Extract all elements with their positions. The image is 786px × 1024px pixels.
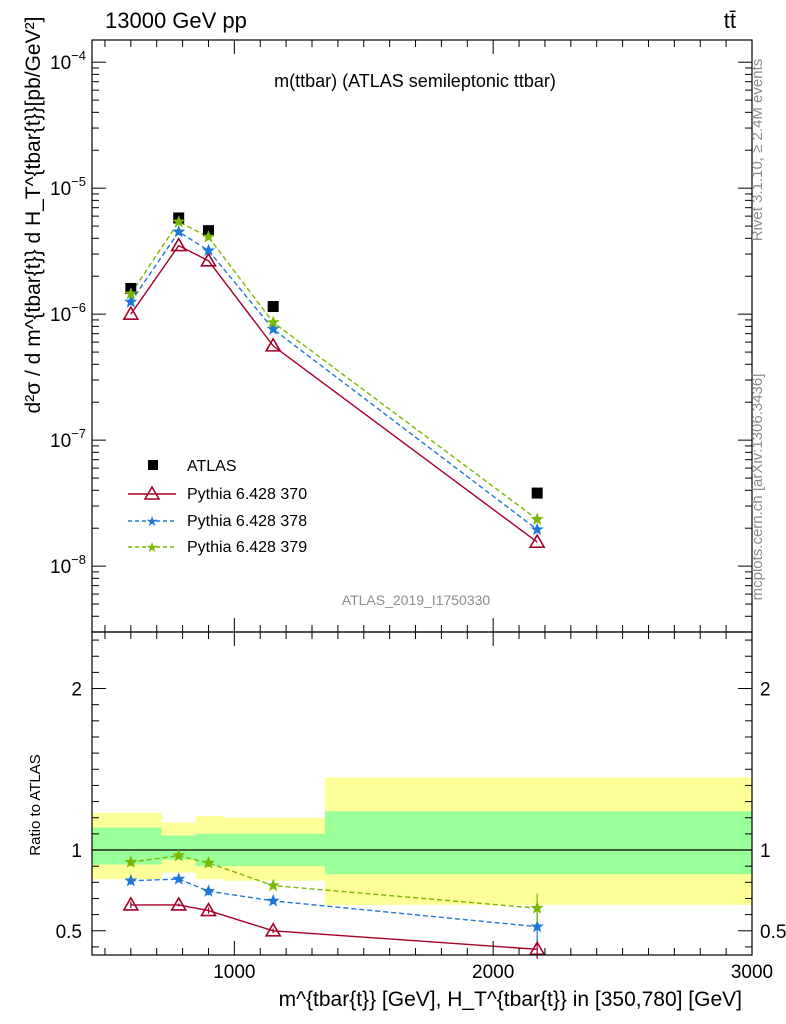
main-point-pythia-6-428-370-2 xyxy=(200,252,217,267)
main-line-pythia-6-428-370 xyxy=(130,244,538,543)
xtick-label: 2000 xyxy=(472,962,514,983)
ratio-ytick-label-right: 2 xyxy=(760,680,771,701)
ratio-ytick-label-right: 0.5 xyxy=(760,922,786,943)
main-point-pythia-6-428-378-4 xyxy=(530,522,544,536)
main-point-pythia-6-428-379-1 xyxy=(172,215,186,228)
main-point-pythia-6-428-370-0 xyxy=(122,305,140,320)
plot-title: m(ttbar) (ATLAS semileptonic ttbar) xyxy=(274,71,556,91)
ratio-point-pythia-6-428-370-3 xyxy=(264,922,282,937)
axes: 10−8 10−7 10−6 10−5 10−4 1000 2000 3000 0.5 0.5 1 1… xyxy=(50,39,786,983)
legend-label-378: Pythia 6.428 378 xyxy=(187,513,307,530)
ratio-ytick-label-left: 0.5 xyxy=(56,922,82,943)
ratio-point-pythia-6-428-379-3 xyxy=(266,878,280,892)
ratio-point-pythia-6-428-379-1 xyxy=(172,848,186,862)
legend-marker-atlas xyxy=(148,460,158,470)
analysis-watermark: ATLAS_2019_I1750330 xyxy=(342,592,491,608)
main-ytick-label: 10−4 xyxy=(50,48,86,74)
main-line-pythia-6-428-378 xyxy=(130,230,538,531)
main-point-pythia-6-428-370-1 xyxy=(170,237,188,252)
ratio-ytick-label-right: 1 xyxy=(760,841,771,862)
x-axis-title: m^{tbar{t}} [GeV], H_T^{tbar{t}} in [350… xyxy=(279,988,742,1011)
main-point-pythia-6-428-378-3 xyxy=(266,322,280,335)
legend-label-370: Pythia 6.428 370 xyxy=(187,486,307,503)
main-point-pythia-6-428-379-4 xyxy=(530,512,544,525)
ratio-line-pythia-6-428-370 xyxy=(130,904,538,950)
xtick-label: 1000 xyxy=(213,962,255,983)
main-ytick-label: 10−7 xyxy=(50,426,86,452)
main-point-atlas-3 xyxy=(267,301,279,313)
main-point-pythia-6-428-378-0 xyxy=(124,295,138,308)
ratio-point-pythia-6-428-378-2 xyxy=(201,884,216,897)
main-ytick-label: 10−5 xyxy=(50,174,86,200)
band-inner-0 xyxy=(92,827,162,865)
main-point-pythia-6-428-379-0 xyxy=(124,286,138,300)
ratio-point-pythia-6-428-379-4 xyxy=(530,901,544,914)
ratio-line-pythia-6-428-379 xyxy=(130,854,538,909)
ratio-point-pythia-6-428-378-0 xyxy=(124,873,138,887)
main-point-pythia-6-428-378-2 xyxy=(201,243,216,257)
ratio-point-pythia-6-428-378-4 xyxy=(530,919,544,933)
main-ytick-label: 10−6 xyxy=(50,300,86,326)
main-point-pythia-6-428-370-3 xyxy=(264,337,282,352)
main-point-pythia-6-428-379-3 xyxy=(266,315,280,329)
ratio-point-pythia-6-428-370-0 xyxy=(122,896,140,911)
ratio-point-pythia-6-428-379-0 xyxy=(124,855,138,868)
ratio-ytick-label-left: 1 xyxy=(71,841,82,862)
ratio-bands xyxy=(92,777,752,905)
ratio-ytick-label-left: 2 xyxy=(71,680,82,701)
ratio-frame xyxy=(91,631,753,956)
main-y-axis-title: d²σ / d m^{tbar{t}} d H_T^{tbar{t}}[pb/G… xyxy=(22,17,45,414)
ratio-point-pythia-6-428-370-4 xyxy=(528,940,546,956)
ratio-point-pythia-6-428-370-1 xyxy=(170,896,188,911)
ratio-point-pythia-6-428-378-3 xyxy=(266,894,280,907)
ratio-point-pythia-6-428-378-1 xyxy=(172,872,186,885)
legend-marker-370 xyxy=(143,485,161,500)
ratio-point-pythia-6-428-379-2 xyxy=(201,856,216,869)
process-label: tt̄ xyxy=(724,8,736,33)
legend-label-379: Pythia 6.428 379 xyxy=(187,539,307,556)
legend: ATLAS Pythia 6.428 370 ★ Pythia 6.428 37… xyxy=(128,458,307,556)
main-point-pythia-6-428-379-2 xyxy=(201,230,216,243)
main-ytick-label: 10−8 xyxy=(50,552,86,578)
main-point-pythia-6-428-370-4 xyxy=(528,533,546,548)
legend-marker-378: ★ xyxy=(146,514,159,530)
band-inner-4 xyxy=(324,811,752,875)
series-markers xyxy=(122,212,546,960)
rivet-version-label: Rivet 3.1.10, ≥ 2.4M events xyxy=(749,59,766,242)
ratio-y-axis-title: Ratio to ATLAS xyxy=(27,754,44,855)
ratio-point-pythia-6-428-370-2 xyxy=(200,902,217,917)
xtick-label: 3000 xyxy=(731,962,773,983)
main-line-pythia-6-428-379 xyxy=(130,220,538,520)
main-point-atlas-4 xyxy=(531,487,543,499)
legend-label-atlas: ATLAS xyxy=(187,458,237,475)
legend-marker-379: ★ xyxy=(146,540,159,556)
mcplots-label: mcplots.cern.ch [arXiv:1306.3436] xyxy=(749,374,766,601)
series-lines xyxy=(130,220,538,950)
main-point-pythia-6-428-378-1 xyxy=(172,225,186,238)
beam-label: 13000 GeV pp xyxy=(105,8,247,33)
